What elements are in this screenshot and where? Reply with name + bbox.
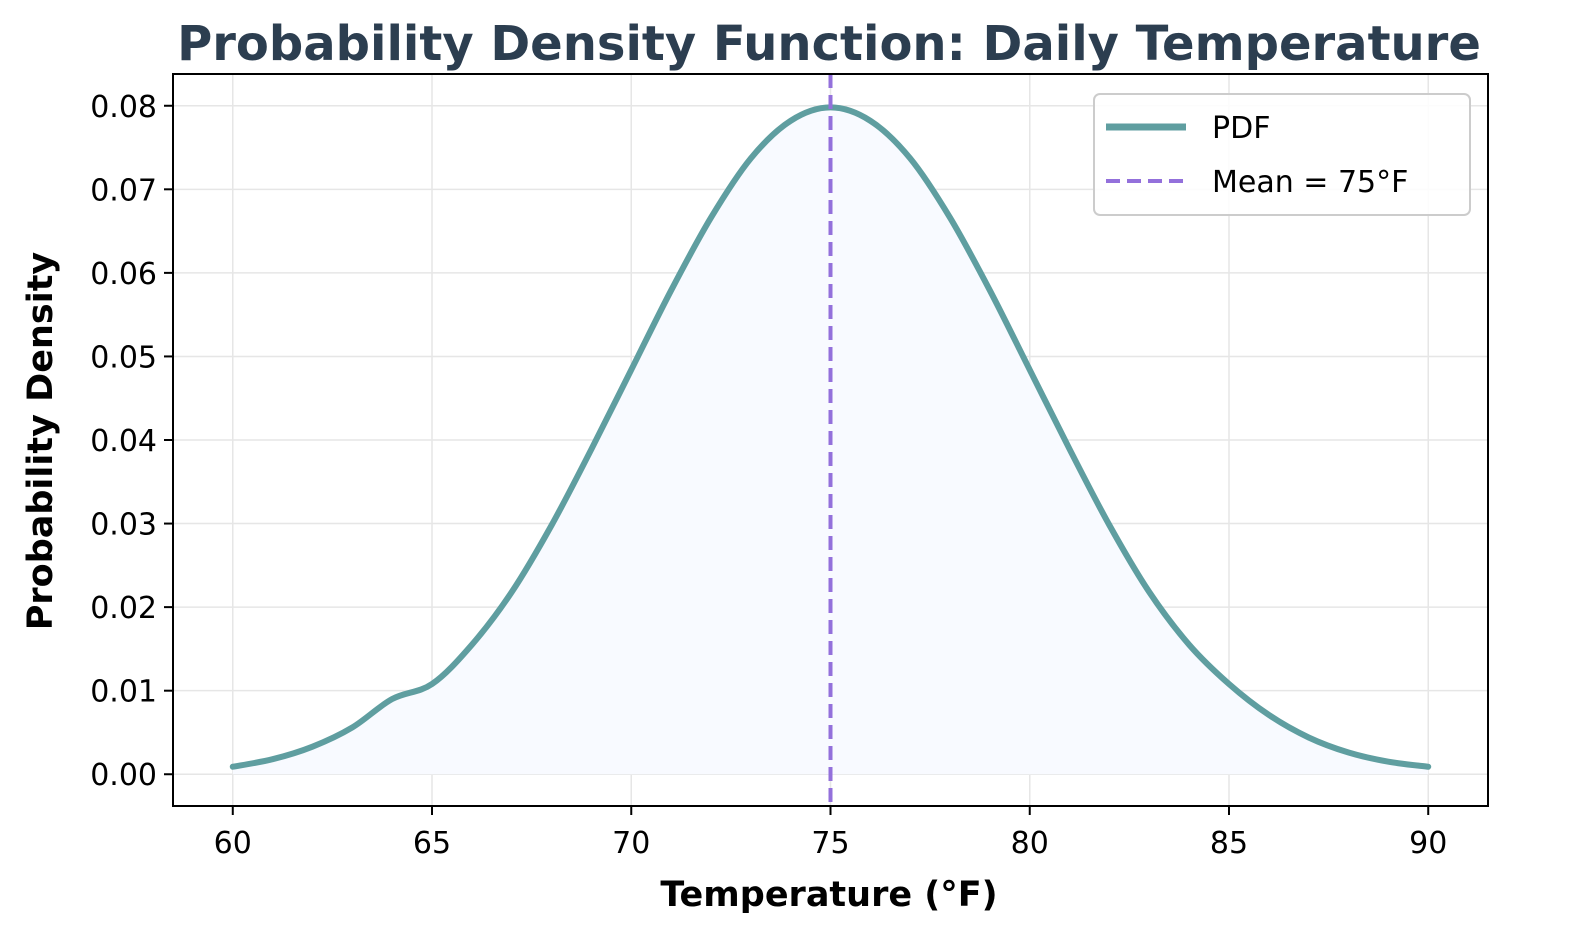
legend-label: Mean = 75°F	[1212, 165, 1408, 200]
x-tick-label: 60	[214, 826, 252, 861]
x-tick-label: 80	[1011, 826, 1049, 861]
y-tick-label: 0.02	[90, 591, 157, 626]
legend-label: PDF	[1212, 111, 1270, 146]
y-tick-label: 0.07	[90, 173, 157, 208]
chart-title: Probability Density Function: Daily Temp…	[177, 16, 1481, 72]
x-axis-label: Temperature (°F)	[660, 875, 997, 915]
y-tick-label: 0.00	[90, 758, 157, 793]
legend-box	[1093, 93, 1471, 216]
y-tick-label: 0.05	[90, 340, 157, 375]
y-tick-label: 0.01	[90, 675, 157, 710]
x-tick-label: 90	[1409, 826, 1447, 861]
plot-layer	[229, 74, 1432, 806]
x-tick-label: 85	[1210, 826, 1248, 861]
x-tick-label: 65	[413, 826, 451, 861]
y-tick-label: 0.06	[90, 257, 157, 292]
y-tick-label: 0.04	[90, 424, 157, 459]
y-tick-label: 0.08	[90, 90, 157, 125]
legend: PDF Mean = 75°F	[1093, 93, 1471, 216]
x-tick-label: 75	[811, 826, 849, 861]
y-tick-label: 0.03	[90, 508, 157, 543]
y-axis-label: Probability Density	[21, 252, 61, 631]
axes-layer: 60 65 70 75 80 85 90 0.00 0.01 0.02 0.03 0.04 0.05 0.…	[90, 73, 1489, 861]
x-tick-label: 70	[612, 826, 650, 861]
